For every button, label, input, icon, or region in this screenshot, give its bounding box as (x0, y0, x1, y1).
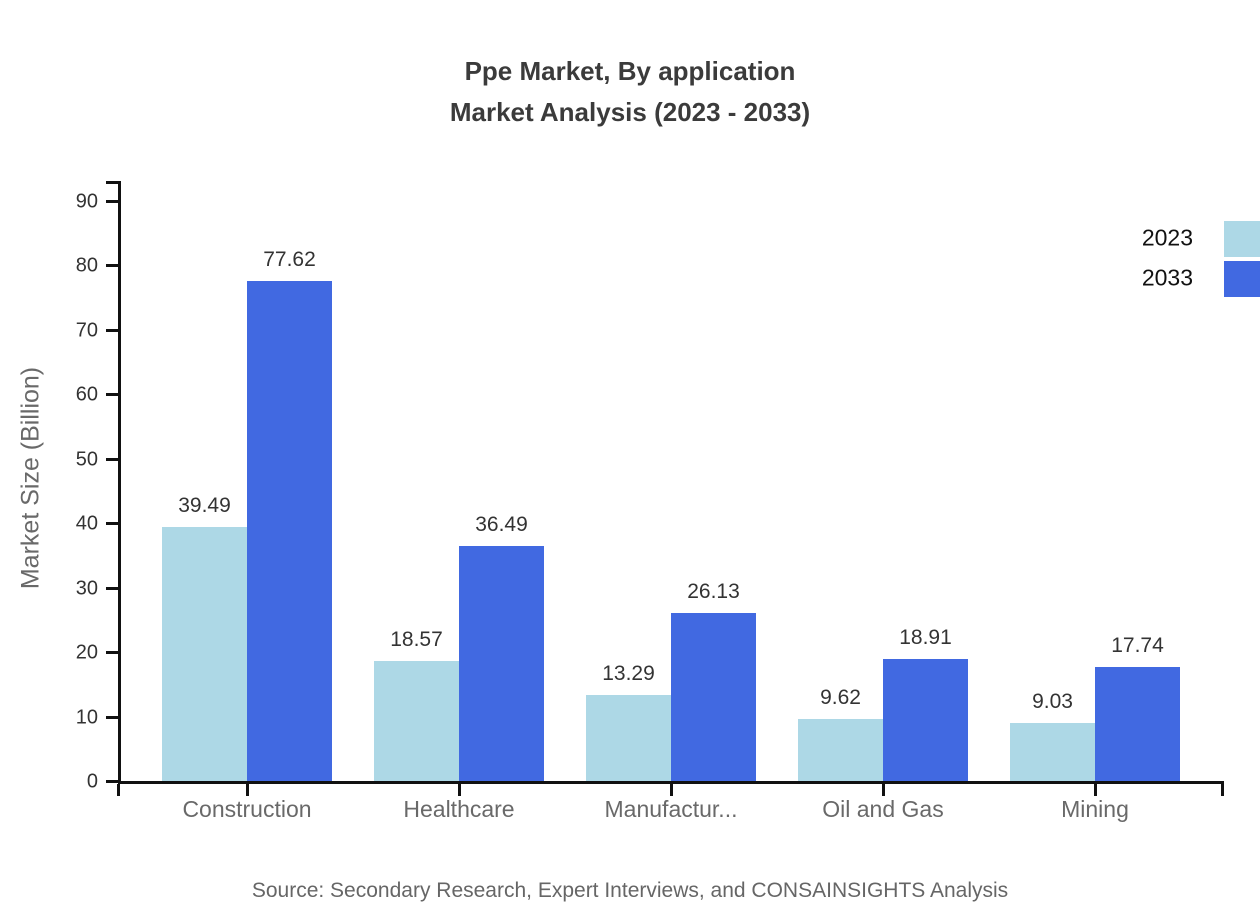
bar-value-label: 18.57 (390, 628, 443, 652)
bar-value-label: 18.91 (899, 626, 952, 650)
bar-2033-manufactur- (671, 612, 756, 781)
bar-2023-healthcare (374, 661, 459, 781)
bar-2033-healthcare (459, 545, 544, 781)
chart-title-line-2: Market Analysis (2023 - 2033) (449, 97, 811, 127)
bar-2033-construction (247, 280, 332, 781)
y-axis-tick (106, 780, 118, 783)
y-axis-tick (106, 522, 118, 526)
source-attribution: Source: Secondary Research, Expert Inter… (251, 879, 1009, 902)
y-axis-tick (106, 586, 118, 590)
legend-swatch-2023[interactable] (1224, 221, 1260, 257)
x-axis-start-tick (117, 784, 120, 796)
x-axis-tick (458, 784, 461, 796)
y-axis-tick-label: 60 (75, 383, 98, 406)
x-axis-category-label: Manufactur... (604, 796, 738, 822)
bar-value-label: 9.62 (820, 686, 861, 709)
x-axis-tick (1094, 784, 1097, 796)
bar-2023-oil-and-gas (798, 719, 883, 781)
y-axis-tick-label: 50 (75, 448, 98, 471)
x-axis-end-tick (1221, 784, 1224, 796)
y-axis-tick (106, 264, 118, 268)
x-axis-line (118, 781, 1224, 784)
bar-value-label: 9.03 (1032, 689, 1073, 713)
x-axis-category-label: Mining (1061, 796, 1129, 822)
y-axis-tick-label: 10 (75, 706, 98, 729)
y-axis-tick-label: 80 (75, 254, 98, 277)
bar-value-label: 17.74 (1111, 633, 1164, 657)
y-axis-tick-label: 20 (75, 641, 98, 664)
bar-value-label: 39.49 (178, 493, 231, 517)
legend-label-2033[interactable]: 2033 (1141, 264, 1193, 291)
x-axis-tick (246, 784, 249, 796)
bar-2023-construction (162, 526, 247, 781)
bar-2023-mining (1010, 722, 1095, 781)
x-axis-tick (670, 784, 673, 796)
bar-2033-oil-and-gas (883, 659, 968, 781)
y-axis-line (118, 181, 121, 784)
y-axis-tick (106, 651, 118, 655)
x-axis-category-label: Healthcare (403, 796, 515, 822)
y-axis-tick (106, 457, 118, 461)
y-axis-end-tick (106, 181, 118, 184)
chart-title-line-1: Ppe Market, By application (464, 56, 796, 86)
y-axis-tick-label: 0 (86, 770, 98, 793)
bar-value-label: 13.29 (602, 662, 655, 686)
x-axis-category-label: Oil and Gas (822, 796, 944, 822)
y-axis-tick-label: 30 (75, 577, 98, 600)
bar-2033-mining (1095, 666, 1180, 781)
y-axis-tick (106, 200, 118, 203)
legend-label-2023[interactable]: 2023 (1141, 224, 1193, 251)
legend-swatch-2033[interactable] (1224, 261, 1260, 297)
y-axis-tick (106, 328, 118, 332)
x-axis-tick (882, 784, 885, 796)
x-axis-category-label: Construction (182, 796, 312, 822)
bar-value-label: 77.62 (263, 247, 316, 271)
y-axis-tick-label: 90 (75, 190, 98, 213)
y-axis-tick-label: 70 (75, 319, 98, 342)
y-axis-tick (106, 715, 118, 719)
y-axis-tick (106, 393, 118, 397)
chart-title: Ppe Market, By application Market Analys… (0, 51, 1260, 133)
y-axis-tick-label: 40 (75, 512, 98, 535)
bar-value-label: 36.49 (475, 512, 528, 536)
bar-2023-manufactur- (586, 695, 671, 781)
bar-value-label: 26.13 (687, 579, 740, 603)
